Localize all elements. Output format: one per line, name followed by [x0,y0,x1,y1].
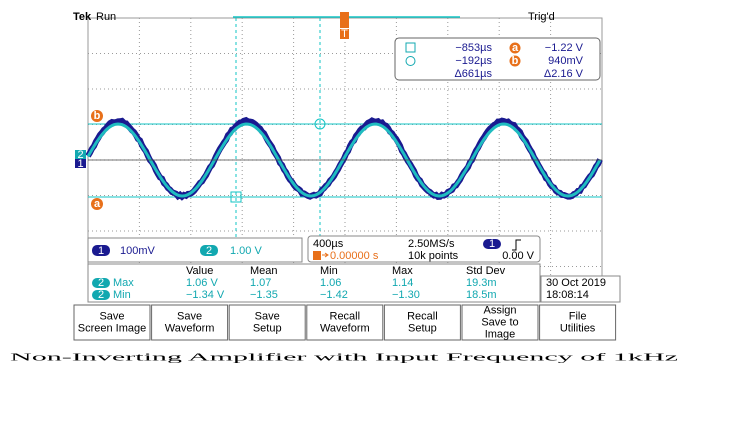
ch2-number: 2 [206,245,212,257]
softkey-label: Waveform [165,322,215,334]
measurement-value: 18.5m [466,289,497,301]
measurement-value: −1.30 [392,289,420,301]
measurement-value: −1.35 [250,289,278,301]
trigger-source: 1 [489,238,495,250]
softkey-label: File [569,310,587,322]
softkey-label: Assign [483,304,516,316]
record-length: 10k points [408,250,459,262]
trigger-position [340,12,349,28]
measurement-label: Max [113,277,134,289]
trigger-state: Trig'd [528,11,555,23]
date: 30 Oct 2019 [546,277,606,289]
cursor-b-label: b [94,110,101,122]
measurement-value: 1.07 [250,277,271,289]
brand: Tek [73,11,92,23]
softkey-label: Recall [407,310,438,322]
cursor-level: −1.22 V [545,42,584,54]
measurement-value: 1.06 [320,277,341,289]
ch1-scale: 100mV [120,245,156,257]
softkey-label: Save [255,310,280,322]
softkey-label: Save [177,310,202,322]
trigger-marker-label: T [341,28,348,40]
ch2-scale: 1.00 V [230,245,262,257]
measurement-value: −1.42 [320,289,348,301]
softkey-label: Screen Image [78,322,146,334]
cursor-a-label: a [94,198,101,210]
softkey-label: Setup [408,322,437,334]
softkey-label: Image [485,328,516,340]
softkey-label: Recall [330,310,361,322]
cursor-time: −192µs [455,55,492,67]
ch1-number: 1 [98,245,104,257]
softkeys: SaveScreen ImageSaveWaveformSaveSetupRec… [74,304,616,340]
sample-rate: 2.50MS/s [408,238,455,250]
trigger-level: 0.00 V [502,250,534,262]
measurement-value: −1.34 V [186,289,225,301]
measurement-value: 1.14 [392,277,413,289]
column-header: Max [392,265,413,277]
trigger-offset: 0.00000 s [330,250,379,262]
cursor-time: −853µs [455,42,492,54]
time-scale: 400µs [313,238,344,250]
cursor-level: 940mV [548,55,584,67]
column-header: Std Dev [466,265,506,277]
channel-number: 2 [98,289,104,301]
trigger-offset-icon [313,251,321,260]
measurement-value: 1.06 V [186,277,218,289]
column-header: Mean [250,265,278,277]
channel-number: 2 [98,277,104,289]
column-header: Min [320,265,338,277]
cursor-b-badge-label: b [512,55,519,67]
ch1-marker-label: 1 [77,158,83,170]
cursor-a-badge-label: a [512,42,519,54]
measurement-value: 19.3m [466,277,497,289]
caption: Non-Inverting Amplifier with Input Frequ… [10,352,678,364]
softkey-label: Save [99,310,124,322]
softkey-label: Save to [481,316,518,328]
cursor-delta-level: Δ2.16 V [544,68,584,80]
cursor-delta-time: Δ661µs [454,68,492,80]
run-status: Run [96,11,116,23]
softkey-label: Setup [253,322,282,334]
column-header: Value [186,265,213,277]
softkey-label: Waveform [320,322,370,334]
measurement-label: Min [113,289,131,301]
softkey-label: Utilities [560,322,596,334]
time: 18:08:14 [546,289,589,301]
